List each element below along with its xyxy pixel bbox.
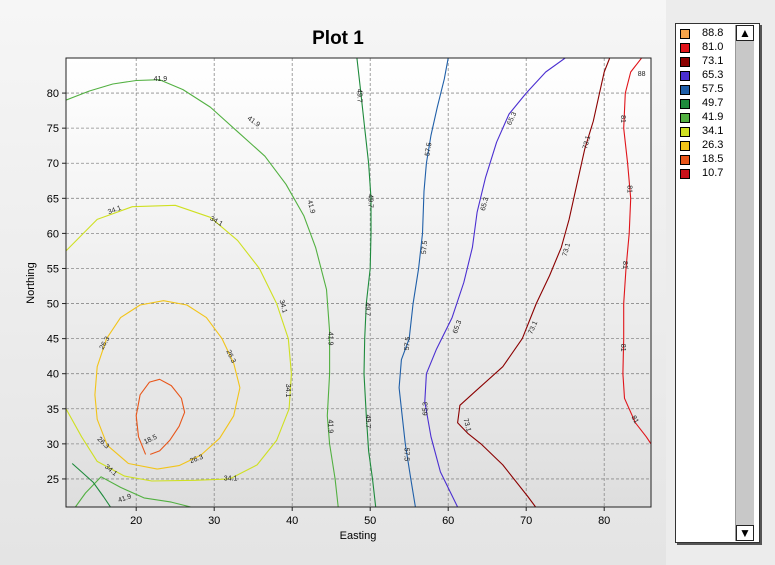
y-tick-label: 25 xyxy=(47,474,59,486)
legend-swatch xyxy=(680,71,690,81)
scroll-down-button[interactable]: ▼ xyxy=(736,525,754,541)
legend-scrollbar[interactable]: ▲ ▼ xyxy=(735,25,754,541)
contour-label: 34.1 xyxy=(107,205,122,216)
contour-label: 88 xyxy=(638,71,646,78)
legend-label: 34.1 xyxy=(702,125,724,137)
contour-label: 49.7 xyxy=(356,89,363,103)
legend-swatch xyxy=(680,141,690,151)
scroll-up-button[interactable]: ▲ xyxy=(736,25,754,41)
contour-label: 57.5 xyxy=(404,336,412,350)
y-tick-label: 75 xyxy=(47,123,59,135)
x-tick-label: 80 xyxy=(598,515,610,527)
contour-label: 34.1 xyxy=(224,476,238,483)
x-tick-label: 50 xyxy=(364,515,376,527)
legend-swatch xyxy=(680,57,690,67)
legend-label: 65.3 xyxy=(702,69,724,81)
contour-label: 49.7 xyxy=(364,415,371,429)
legend-label: 18.5 xyxy=(702,153,724,165)
y-tick-label: 35 xyxy=(47,404,59,416)
contour-label: 73.1 xyxy=(562,242,572,257)
contour-line-41-9 xyxy=(66,79,339,507)
contour-label: 57.5 xyxy=(424,142,433,157)
contour-line-34-1 xyxy=(66,204,292,482)
contour-label: 49.7 xyxy=(363,302,370,316)
contour-line-49-7 xyxy=(356,58,377,507)
contour-label: 81 xyxy=(619,344,626,352)
y-tick-label: 65 xyxy=(47,193,59,205)
contour-line-57-5 xyxy=(398,58,449,507)
x-tick-label: 20 xyxy=(130,515,142,527)
legend-label: 73.1 xyxy=(702,55,724,67)
contour-label: 41.9 xyxy=(117,493,132,504)
contour-line-65-3 xyxy=(424,58,566,507)
contour-label: 26.3 xyxy=(189,454,204,465)
legend-label: 49.7 xyxy=(702,97,724,109)
contour-label: 41.9 xyxy=(306,200,316,215)
contour-label: 41.9 xyxy=(154,76,168,83)
y-tick-label: 40 xyxy=(47,369,59,381)
legend-swatch xyxy=(680,155,690,165)
contour-label: 34.1 xyxy=(278,299,288,314)
legend-label: 10.7 xyxy=(702,167,724,179)
contour-line-49-7 xyxy=(71,463,111,507)
contour-label: 49.7 xyxy=(366,194,373,208)
x-tick-label: 60 xyxy=(442,515,454,527)
legend-swatch xyxy=(680,29,690,39)
x-tick-label: 70 xyxy=(520,515,532,527)
contour-chart: Plot 1 41.941.941.941.941.941.934.134.13… xyxy=(25,28,652,542)
chart-panel: Plot 1 41.9 41.9 41.9 41.9 41.9 41.9 34.1 34.1 3… xyxy=(0,0,666,565)
y-tick-label: 45 xyxy=(47,334,59,346)
y-tick-label: 80 xyxy=(47,88,59,100)
y-tick-label: 55 xyxy=(47,263,59,275)
contour-label: 81 xyxy=(619,115,626,123)
x-tick-label: 40 xyxy=(286,515,298,527)
legend-swatch xyxy=(680,113,690,123)
y-tick-label: 60 xyxy=(47,228,59,240)
legend-swatch xyxy=(680,127,690,137)
contour-label: 65.3 xyxy=(480,197,490,212)
y-tick-label: 70 xyxy=(47,158,59,170)
contour-label: 65.3 xyxy=(452,319,463,334)
legend-swatch xyxy=(680,99,690,109)
chart-title: Plot 1 xyxy=(312,28,364,49)
contour-label: 73.1 xyxy=(462,418,472,433)
contour-line-81-0 xyxy=(622,58,651,445)
contour-label: 81 xyxy=(630,415,640,425)
contour-label: 57.5 xyxy=(402,448,409,462)
contour-label: 41.9 xyxy=(327,332,334,346)
legend-label: 57.5 xyxy=(702,83,724,95)
legend-label: 88.8 xyxy=(702,27,724,39)
contour-label: 34.1 xyxy=(284,384,291,398)
legend-swatch xyxy=(680,43,690,53)
y-tick-label: 50 xyxy=(47,299,59,311)
legend-label: 41.9 xyxy=(702,111,724,123)
x-tick-label: 30 xyxy=(208,515,220,527)
legend-swatch xyxy=(680,169,690,179)
contour-label: 73.1 xyxy=(582,135,592,150)
contour-line-73-1 xyxy=(457,58,611,507)
contour-label: 57.5 xyxy=(421,240,429,254)
contour-line-41-9 xyxy=(74,476,191,507)
plot-area: 41.941.941.941.941.941.934.134.134.134.1… xyxy=(47,57,652,527)
contour-line-18-5 xyxy=(135,378,186,455)
legend-swatch xyxy=(680,85,690,95)
contour-label: 41.9 xyxy=(327,420,334,434)
legend-label: 81.0 xyxy=(702,41,724,53)
legend-label: 26.3 xyxy=(702,139,724,151)
contour-line-26-3 xyxy=(94,300,241,470)
x-axis-label: Easting xyxy=(340,530,377,542)
plot-frame xyxy=(65,57,652,508)
plot-background xyxy=(66,58,651,507)
contour-label: 65.3 xyxy=(422,402,429,416)
contour-label: 81 xyxy=(621,261,628,269)
y-axis-label: Northing xyxy=(25,262,37,304)
y-tick-label: 30 xyxy=(47,439,59,451)
contour-label: 81 xyxy=(625,185,632,193)
